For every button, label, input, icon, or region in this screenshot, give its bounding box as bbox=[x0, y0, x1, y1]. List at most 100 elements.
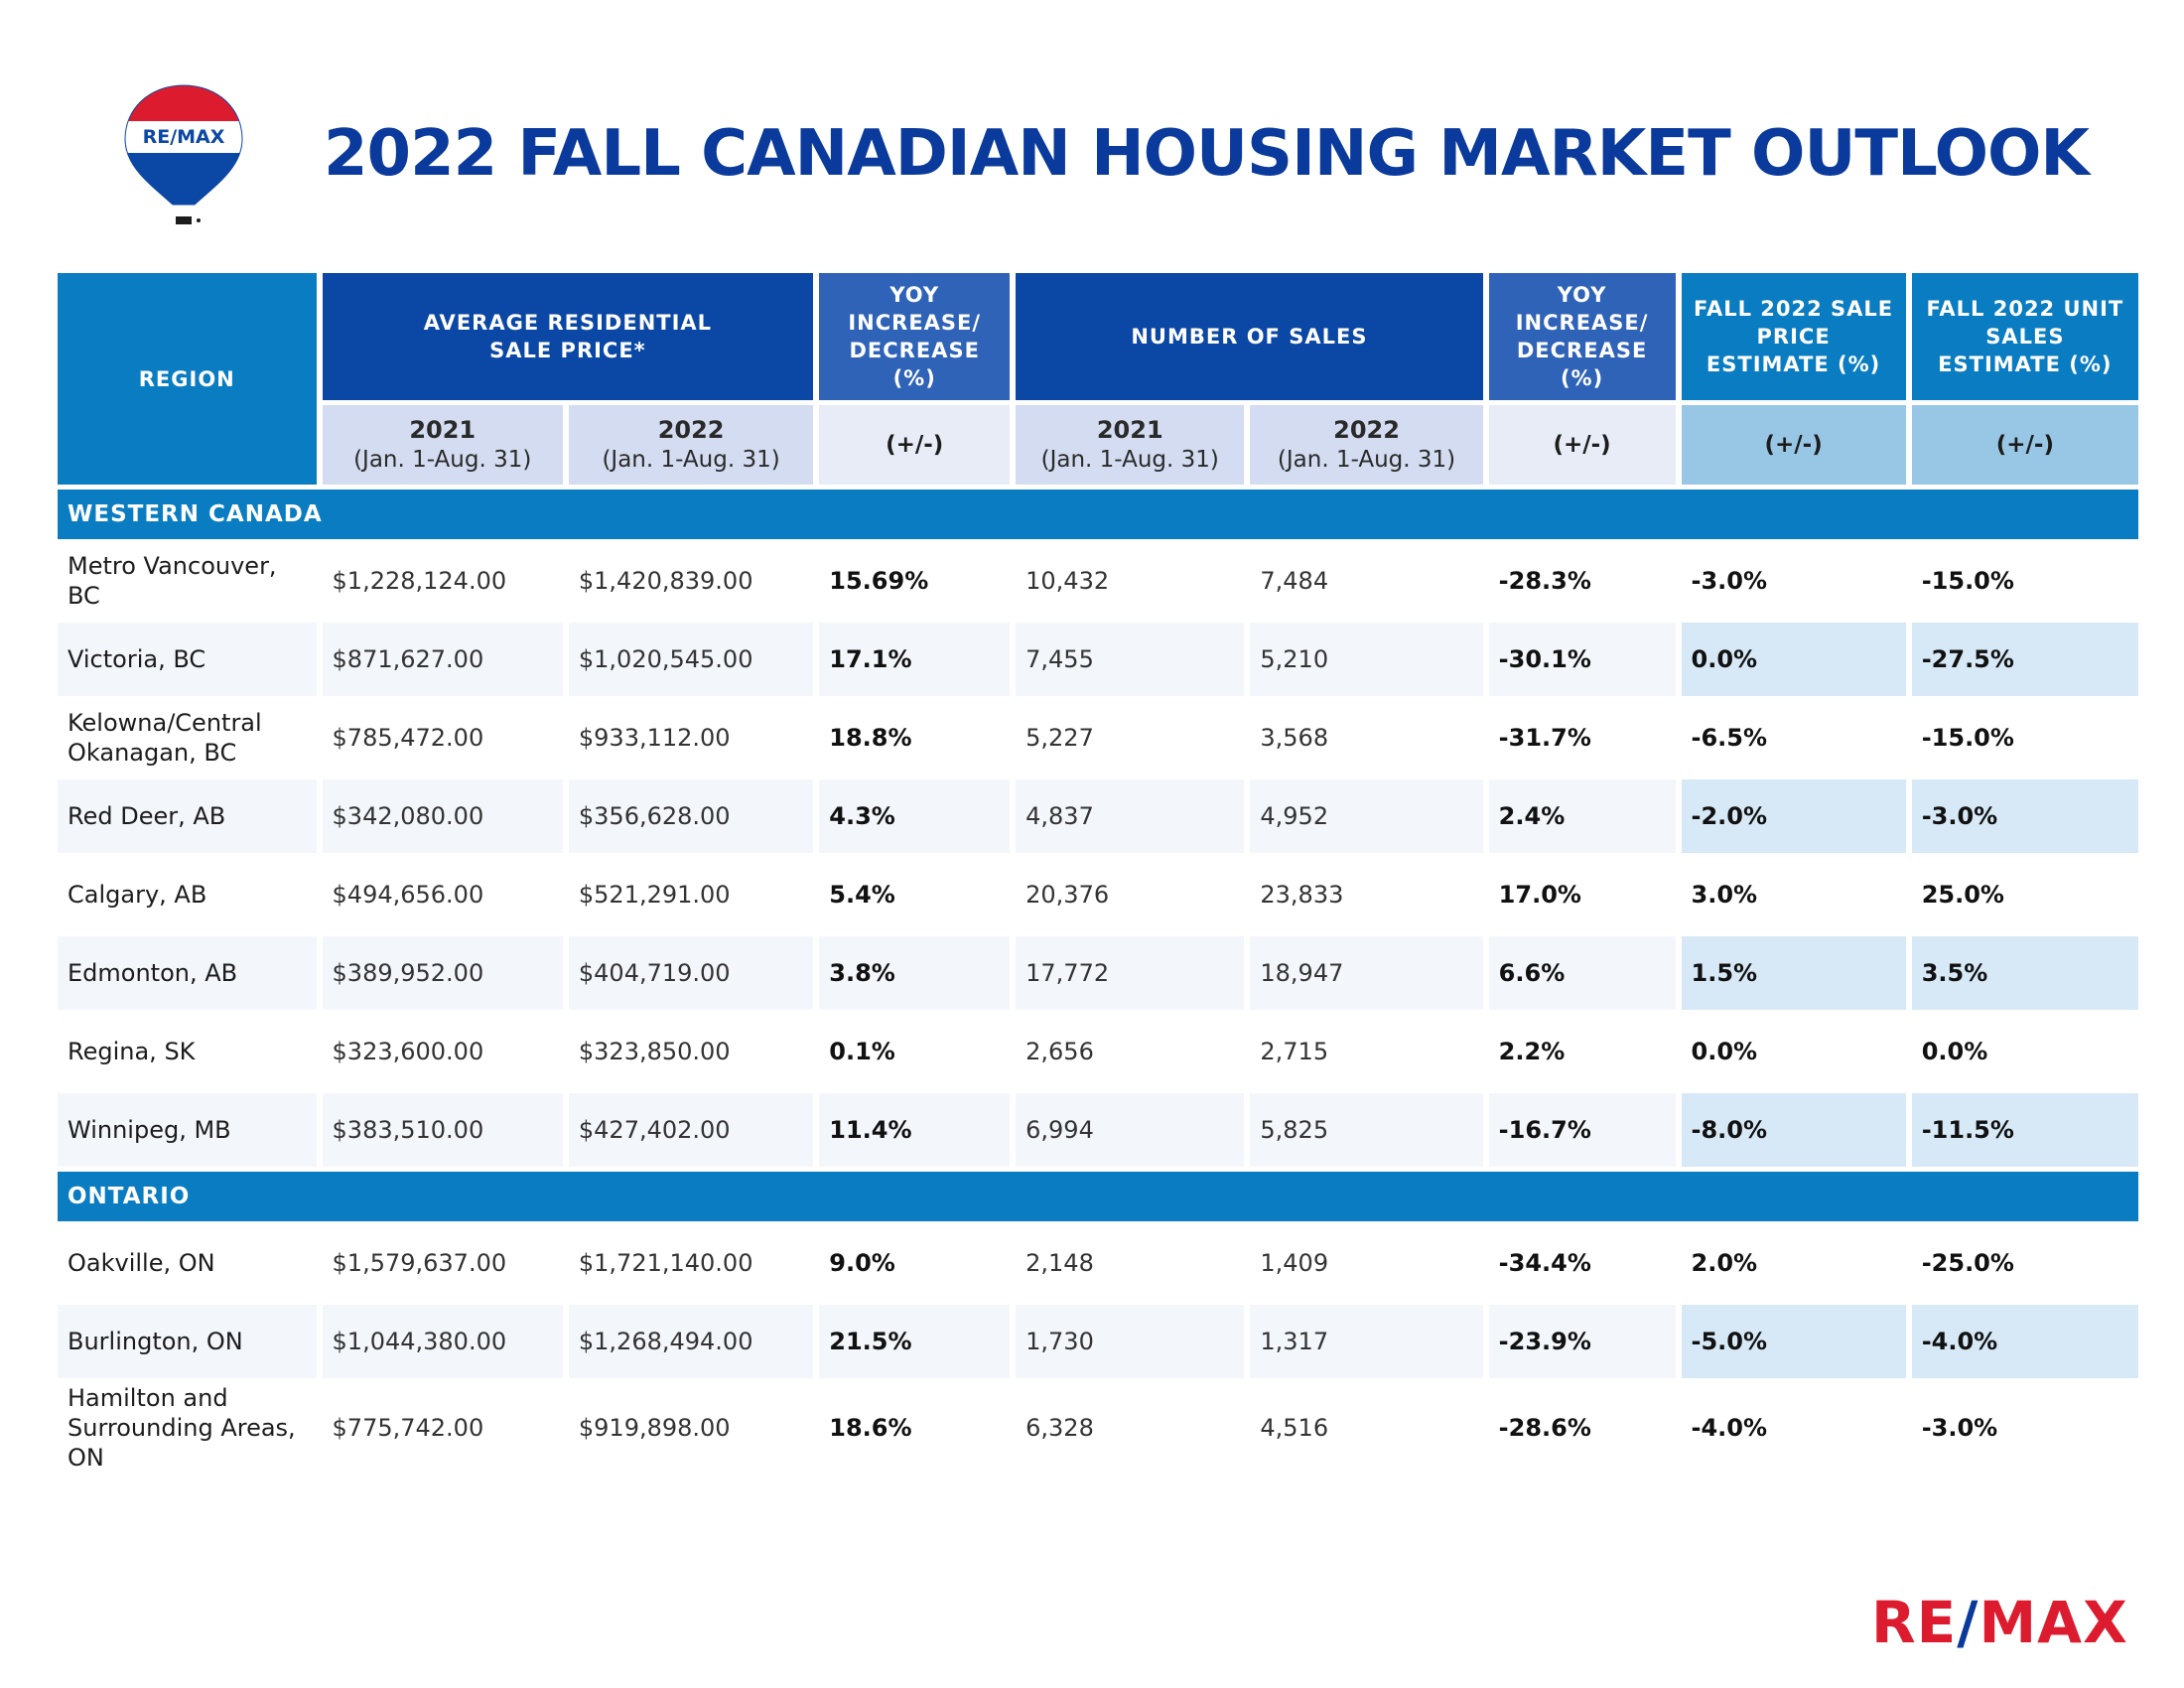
cell-region: Winnipeg, MB bbox=[58, 1093, 317, 1167]
page-title: 2022 FALL CANADIAN HOUSING MARKET OUTLOO… bbox=[324, 117, 2090, 191]
cell-sales-yoy: 2.4% bbox=[1488, 779, 1676, 853]
subheader-price-2022: 2022 (Jan. 1-Aug. 31) bbox=[568, 405, 814, 485]
cell-sales-2022: 5,825 bbox=[1250, 1093, 1483, 1167]
header-fall-unit-estimate: FALL 2022 UNIT SALES ESTIMATE (%) bbox=[1911, 273, 2138, 400]
subheader-price-2021: 2021 (Jan. 1-Aug. 31) bbox=[322, 405, 563, 485]
cell-sales-2022: 18,947 bbox=[1250, 936, 1483, 1010]
cell-price-yoy: 5.4% bbox=[829, 881, 895, 909]
section-label: WESTERN CANADA bbox=[58, 490, 2138, 539]
subheader-sales-2022: 2022 (Jan. 1-Aug. 31) bbox=[1250, 405, 1483, 485]
table-row: Metro Vancouver, BC $1,228,124.00 $1,420,8… bbox=[58, 544, 2138, 618]
cell-price-2021: $389,952.00 bbox=[322, 936, 563, 1010]
cell-price-yoy: 15.69% bbox=[829, 567, 929, 595]
cell-sales-2022: 2,715 bbox=[1260, 1038, 1329, 1065]
cell-price-2022: $919,898.00 bbox=[578, 1414, 731, 1442]
header-average-sale-price: AVERAGE RESIDENTIAL SALE PRICE* bbox=[322, 273, 814, 400]
cell-price-2021: $1,579,637.00 bbox=[332, 1249, 507, 1277]
period-label: (Jan. 1-Aug. 31) bbox=[1040, 447, 1219, 473]
table-row: Victoria, BC $871,627.00 $1,020,545.00 17.1… bbox=[58, 623, 2138, 696]
subheader-fall-units-pm: (+/-) bbox=[1911, 405, 2138, 485]
cell-sales-2022: 4,516 bbox=[1260, 1414, 1329, 1442]
subheader-yoy-price-pm: (+/-) bbox=[819, 405, 1011, 485]
section-row: WESTERN CANADA bbox=[58, 490, 2138, 539]
cell-sales-2022: 4,952 bbox=[1250, 779, 1483, 853]
cell-region: Victoria, BC bbox=[58, 623, 317, 696]
cell-sales-2022: 7,484 bbox=[1260, 567, 1329, 595]
cell-price-2021: $323,600.00 bbox=[332, 1038, 484, 1065]
cell-fall-price: -4.0% bbox=[1691, 1414, 1768, 1442]
header-yoy-price: YOY INCREASE/ DECREASE (%) bbox=[819, 273, 1011, 400]
cell-price-2021: $871,627.00 bbox=[322, 623, 563, 696]
cell-sales-2021: 2,148 bbox=[1025, 1249, 1094, 1277]
cell-sales-2021: 6,994 bbox=[1016, 1093, 1245, 1167]
cell-price-2022: $1,420,839.00 bbox=[578, 567, 753, 595]
cell-region: Regina, SK bbox=[68, 1038, 196, 1065]
balloon-wordmark: RE/MAX bbox=[143, 126, 225, 148]
cell-price-2022: $323,850.00 bbox=[578, 1038, 731, 1065]
cell-price-yoy: 18.8% bbox=[829, 724, 912, 752]
header-number-of-sales: NUMBER OF SALES bbox=[1016, 273, 1483, 400]
cell-price-2021: $383,510.00 bbox=[322, 1093, 563, 1167]
subheader-yoy-sales-pm: (+/-) bbox=[1488, 405, 1676, 485]
cell-price-2022: $404,719.00 bbox=[568, 936, 814, 1010]
cell-price-2022: $1,268,494.00 bbox=[568, 1305, 814, 1378]
cell-fall-price: -2.0% bbox=[1681, 779, 1906, 853]
cell-fall-price: -6.5% bbox=[1691, 724, 1768, 752]
cell-price-2021: $775,742.00 bbox=[332, 1414, 484, 1442]
year-label: 2022 bbox=[657, 416, 725, 444]
cell-price-2022: $427,402.00 bbox=[568, 1093, 814, 1167]
cell-sales-2021: 20,376 bbox=[1025, 881, 1110, 909]
cell-price-2021: $342,080.00 bbox=[322, 779, 563, 853]
cell-fall-price: -3.0% bbox=[1691, 567, 1768, 595]
cell-price-2022: $1,020,545.00 bbox=[568, 623, 814, 696]
cell-region: Burlington, ON bbox=[58, 1305, 317, 1378]
cell-fall-units: 25.0% bbox=[1921, 881, 2004, 909]
cell-price-yoy: 3.8% bbox=[819, 936, 1011, 1010]
cell-fall-price: 1.5% bbox=[1681, 936, 1906, 1010]
header-average-sale-price-text: AVERAGE RESIDENTIAL SALE PRICE* bbox=[423, 311, 713, 362]
cell-fall-units: -11.5% bbox=[1911, 1093, 2138, 1167]
cell-price-2021: $1,228,124.00 bbox=[332, 567, 507, 595]
section-row: ONTARIO bbox=[58, 1172, 2138, 1221]
cell-sales-2021: 2,656 bbox=[1025, 1038, 1094, 1065]
cell-sales-yoy: -34.4% bbox=[1498, 1249, 1591, 1277]
cell-sales-2022: 5,210 bbox=[1250, 623, 1483, 696]
cell-sales-2022: 3,568 bbox=[1260, 724, 1329, 752]
cell-sales-2021: 4,837 bbox=[1016, 779, 1245, 853]
cell-fall-price: 0.0% bbox=[1681, 623, 1906, 696]
cell-price-2021: $494,656.00 bbox=[332, 881, 484, 909]
cell-region: Oakville, ON bbox=[68, 1249, 215, 1277]
table-row: Kelowna/Central Okanagan, BC $785,472.00 $… bbox=[58, 701, 2138, 774]
table-row: Calgary, AB $494,656.00 $521,291.00 5.4% 20,… bbox=[58, 858, 2138, 931]
table-body: WESTERN CANADA Metro Vancouver, BC $1,228,… bbox=[58, 490, 2138, 1473]
cell-region: Kelowna/Central Okanagan, BC bbox=[68, 709, 262, 767]
cell-price-2022: $933,112.00 bbox=[578, 724, 731, 752]
cell-price-yoy: 0.1% bbox=[829, 1038, 895, 1065]
cell-price-yoy: 21.5% bbox=[819, 1305, 1011, 1378]
section-label: ONTARIO bbox=[58, 1172, 2138, 1221]
cell-fall-price: 3.0% bbox=[1691, 881, 1758, 909]
cell-region: Calgary, AB bbox=[68, 881, 207, 909]
period-label: (Jan. 1-Aug. 31) bbox=[353, 447, 532, 473]
cell-sales-2021: 5,227 bbox=[1025, 724, 1094, 752]
period-label: (Jan. 1-Aug. 31) bbox=[602, 447, 780, 473]
table-row: Red Deer, AB $342,080.00 $356,628.00 4.3% 4,… bbox=[58, 779, 2138, 853]
cell-sales-yoy: -30.1% bbox=[1488, 623, 1676, 696]
cell-sales-yoy: -16.7% bbox=[1488, 1093, 1676, 1167]
table-row: Oakville, ON $1,579,637.00 $1,721,140.00 9.… bbox=[58, 1226, 2138, 1300]
header-fall-price-estimate: FALL 2022 SALE PRICE ESTIMATE (%) bbox=[1681, 273, 1906, 400]
remax-wordmark-logo: RE/MAX bbox=[1871, 1589, 2128, 1656]
cell-region: Metro Vancouver, BC bbox=[68, 552, 277, 610]
table-row: Edmonton, AB $389,952.00 $404,719.00 3.8% 17… bbox=[58, 936, 2138, 1010]
year-label: 2022 bbox=[1333, 416, 1400, 444]
cell-price-2021: $1,044,380.00 bbox=[322, 1305, 563, 1378]
wordmark-max: MAX bbox=[1979, 1589, 2128, 1656]
cell-price-yoy: 9.0% bbox=[829, 1249, 895, 1277]
cell-price-2022: $356,628.00 bbox=[568, 779, 814, 853]
cell-region: Edmonton, AB bbox=[58, 936, 317, 1010]
cell-sales-yoy: -23.9% bbox=[1488, 1305, 1676, 1378]
cell-fall-units: -15.0% bbox=[1921, 724, 2014, 752]
cell-fall-price: 0.0% bbox=[1691, 1038, 1758, 1065]
cell-fall-units: -3.0% bbox=[1911, 779, 2138, 853]
cell-price-yoy: 17.1% bbox=[819, 623, 1011, 696]
